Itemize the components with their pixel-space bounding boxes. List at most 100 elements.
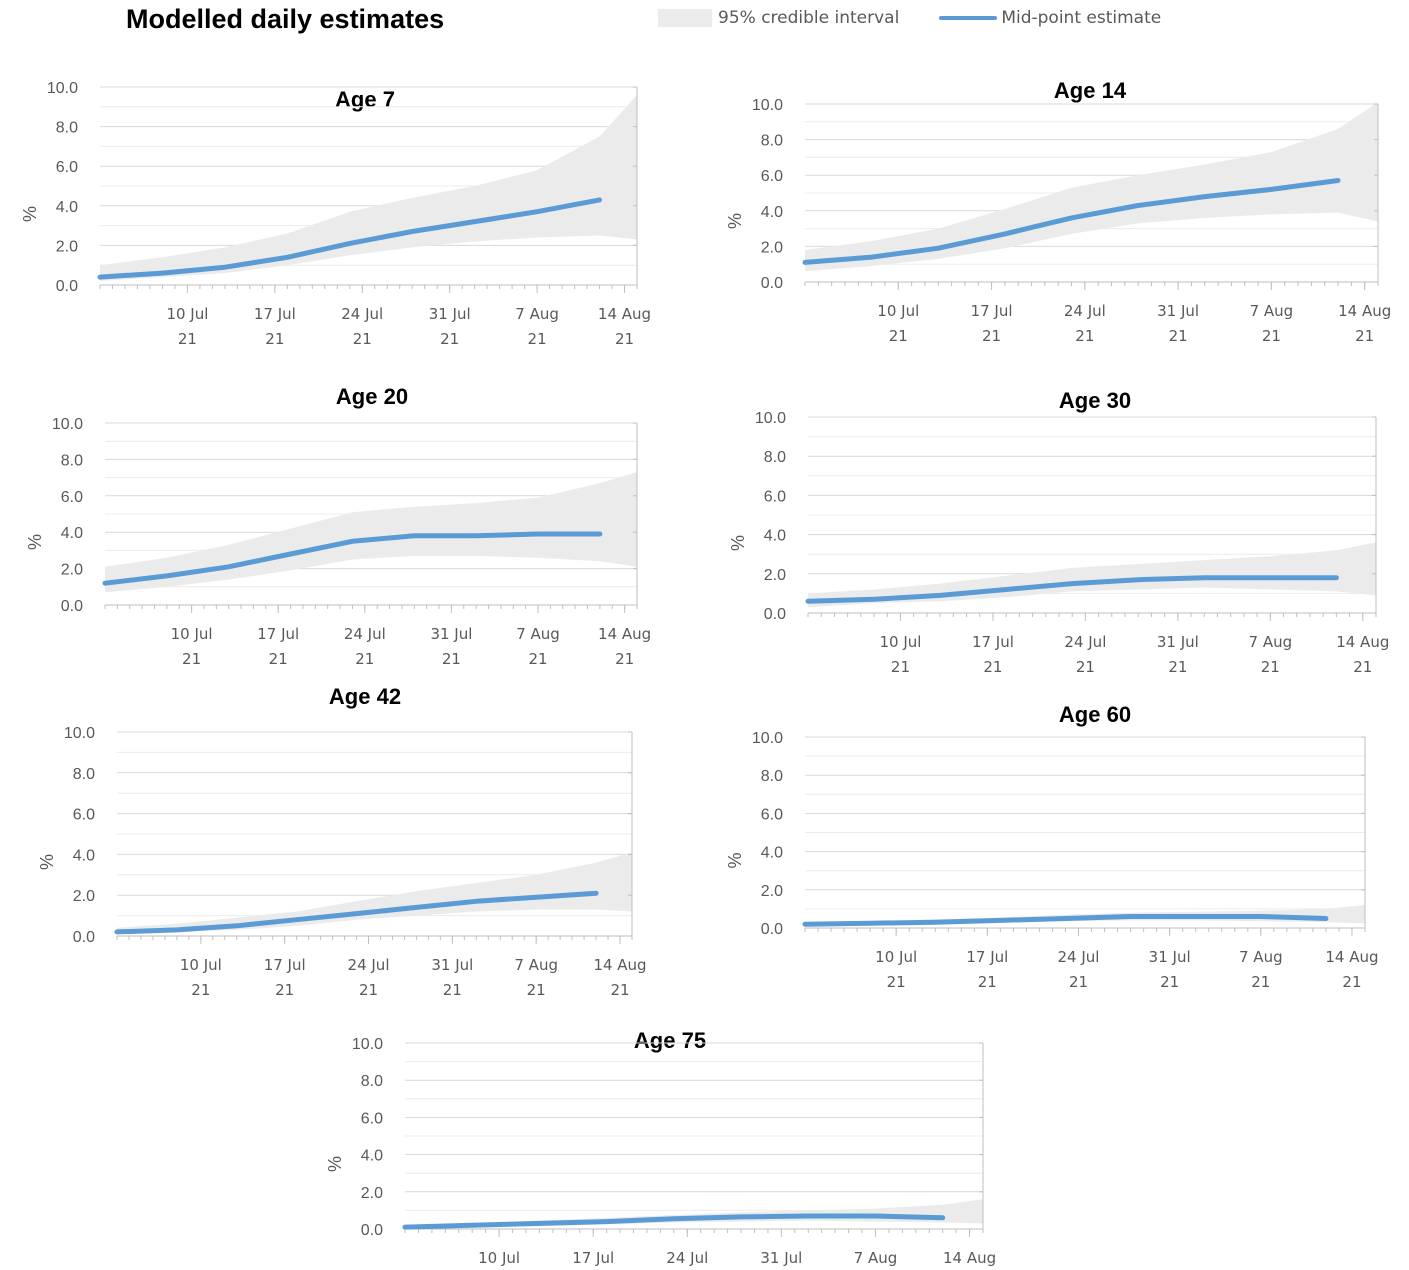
y-tick-label: 8.0 [56, 120, 78, 137]
y-tick-label: 0.0 [761, 275, 783, 292]
x-tick-label: 14 Aug [1336, 633, 1389, 651]
x-tick-label: 17 Jul [972, 633, 1014, 651]
x-tick-label: 24 Jul [1064, 302, 1106, 320]
x-tick-year: 21 [982, 327, 1001, 345]
x-tick-label: 24 Jul [348, 956, 390, 974]
chart-title: Age 75 [634, 1028, 706, 1053]
x-tick-year: 21 [1251, 973, 1270, 991]
x-tick-year: 21 [265, 330, 284, 348]
y-axis-label: % [20, 206, 40, 222]
y-tick-label: 10.0 [64, 725, 95, 742]
x-tick-label: 14 Aug [943, 1249, 996, 1267]
x-tick-label: 17 Jul [257, 625, 299, 643]
x-tick-year: 21 [1160, 973, 1179, 991]
x-tick-label: 10 Jul [877, 302, 919, 320]
chart-age-42: Age 42 0.0 2.0 4.0 6.0 8.0 10.0% 10 Jul 21 17 Jul… [0, 0, 1409, 999]
y-tick-label: 0.0 [761, 921, 783, 938]
x-tick-label: 31 Jul [431, 956, 473, 974]
y-tick-label: 6.0 [361, 1110, 383, 1127]
x-tick-year: 21 [1261, 658, 1280, 676]
legend-item-interval: 95% credible interval [658, 8, 899, 28]
x-tick-year: 21 [528, 650, 547, 668]
midpoint-series-line [805, 575, 1339, 604]
x-tick-label: 10 Jul [180, 956, 222, 974]
x-tick-label: 24 Jul [1058, 948, 1100, 966]
x-tick-label: 7 Aug [516, 625, 560, 643]
x-tick-label: 10 Jul [879, 633, 921, 651]
y-tick-label: 2.0 [73, 888, 95, 905]
x-tick-year: 21 [1168, 658, 1187, 676]
legend: 95% credible interval Mid-point estimate [658, 6, 1201, 30]
y-tick-label: 8.0 [361, 1073, 383, 1090]
x-tick-year: 21 [1075, 327, 1094, 345]
x-tick-label: 14 Aug [593, 956, 646, 974]
legend-interval-label: 95% credible interval [718, 8, 900, 28]
y-tick-label: 2.0 [56, 238, 78, 255]
x-tick-label: 31 Jul [1149, 948, 1191, 966]
x-tick-label: 10 Jul [171, 625, 213, 643]
x-tick-label: 10 Jul [166, 305, 208, 323]
x-tick-year: 21 [887, 973, 906, 991]
x-tick-label: 31 Jul [429, 305, 471, 323]
x-tick-label: 17 Jul [966, 948, 1008, 966]
credible-interval-band [117, 852, 632, 934]
page-title: Modelled daily estimates [126, 4, 445, 34]
legend-item-midpoint: Mid-point estimate [939, 8, 1161, 28]
x-tick-year: 21 [983, 658, 1002, 676]
x-tick-year: 21 [353, 330, 372, 348]
x-tick-year: 21 [1342, 973, 1361, 991]
y-tick-label: 6.0 [56, 159, 78, 176]
y-tick-label: 2.0 [361, 1185, 383, 1202]
chart-age-7: Age 7 0.0 2.0 4.0 6.0 8.0 10.0% 10 Jul 21 17 Jul 2… [0, 0, 1409, 348]
chart-age-30: Age 30 0.0 2.0 4.0 6.0 8.0 10.0% 10 Jul 21 17 Jul… [0, 0, 1409, 676]
x-tick-year: 21 [1353, 658, 1372, 676]
midpoint-series-line [802, 178, 1341, 265]
x-tick-label: 14 Aug [1325, 948, 1378, 966]
y-tick-label: 8.0 [761, 133, 783, 150]
x-tick-label: 31 Jul [1157, 633, 1199, 651]
y-axis-label: % [25, 534, 45, 550]
y-tick-label: 8.0 [61, 452, 83, 469]
x-tick-label: 17 Jul [264, 956, 306, 974]
y-tick-label: 6.0 [761, 168, 783, 185]
x-tick-label: 24 Jul [1064, 633, 1106, 651]
midpoint-series-line [97, 197, 602, 280]
x-tick-year: 21 [615, 330, 634, 348]
y-axis-label: % [725, 852, 745, 868]
x-tick-year: 21 [1069, 973, 1088, 991]
x-tick-year: 21 [178, 330, 197, 348]
y-tick-label: 4.0 [73, 847, 95, 864]
x-tick-year: 21 [1262, 327, 1281, 345]
x-tick-label: 17 Jul [572, 1249, 614, 1267]
credible-interval-band [808, 542, 1376, 608]
x-tick-label: 17 Jul [254, 305, 296, 323]
y-tick-label: 0.0 [361, 1222, 383, 1239]
midpoint-series-line [114, 890, 599, 935]
x-tick-year: 21 [1076, 658, 1095, 676]
y-tick-label: 0.0 [61, 598, 83, 615]
credible-interval-band [100, 94, 637, 282]
y-tick-label: 0.0 [56, 278, 78, 295]
x-tick-year: 21 [182, 650, 201, 668]
chart-age-60: Age 60 0.0 2.0 4.0 6.0 8.0 10.0% 10 Jul 21 17 Jul… [0, 0, 1409, 991]
y-tick-label: 8.0 [73, 766, 95, 783]
y-tick-label: 0.0 [73, 929, 95, 946]
x-tick-year: 21 [355, 650, 374, 668]
x-tick-label: 10 Jul [875, 948, 917, 966]
x-tick-year: 21 [442, 650, 461, 668]
chart-age-14: Age 14 0.0 2.0 4.0 6.0 8.0 10.0% 10 Jul 21 17 Jul… [0, 0, 1409, 345]
legend-band-swatch [658, 9, 712, 27]
y-axis-label: % [725, 213, 745, 229]
credible-interval-band [805, 102, 1378, 272]
x-tick-year: 21 [889, 327, 908, 345]
x-tick-label: 17 Jul [971, 302, 1013, 320]
y-tick-label: 4.0 [361, 1148, 383, 1165]
x-tick-year: 21 [1355, 327, 1374, 345]
y-tick-label: 8.0 [761, 768, 783, 785]
x-tick-label: 7 Aug [1239, 948, 1283, 966]
legend-line-swatch [939, 16, 998, 20]
